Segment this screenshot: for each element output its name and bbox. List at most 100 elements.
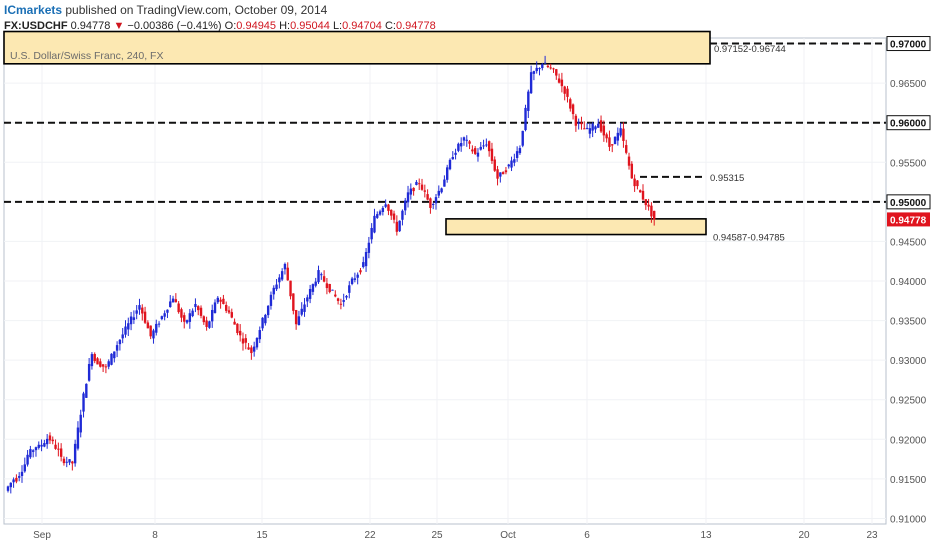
candle-body (339, 303, 343, 305)
candle-body (269, 294, 273, 306)
candle-body (166, 309, 169, 313)
candle-body (294, 310, 298, 325)
candle-body (465, 139, 468, 141)
candle-body (320, 274, 323, 276)
candle-body (367, 242, 371, 253)
candle-body (107, 361, 110, 367)
candle-body (23, 464, 26, 472)
candle-body (328, 283, 331, 293)
candle-body (127, 323, 130, 330)
zone-box (445, 218, 707, 236)
candle-body (473, 148, 477, 154)
candle-body (571, 104, 575, 115)
candle-body (468, 141, 471, 144)
time-axis[interactable]: Sep 8 15 22 25 Oct 6 13 20 23 (33, 530, 878, 541)
candle-body (560, 79, 564, 87)
candle-body (493, 159, 496, 171)
candle-body (174, 299, 178, 303)
candle-body (611, 144, 614, 146)
candle-body (275, 284, 278, 290)
candle-body (569, 99, 572, 109)
candle-body (286, 267, 289, 281)
candle-body (261, 317, 264, 329)
candle-body (99, 361, 102, 367)
candle-body (222, 298, 225, 305)
price-axis[interactable]: 0.97000 0.96500 0.96000 0.95500 0.95000 0.945… (886, 36, 931, 526)
candle-body (527, 91, 530, 111)
candle-body (149, 325, 152, 337)
candle-body (194, 303, 197, 308)
candle-body (412, 187, 415, 192)
candle-body (529, 72, 533, 94)
candle-body (90, 354, 94, 367)
candle-body (345, 295, 348, 298)
candle-body (580, 122, 583, 125)
time-tick-label: 8 (152, 530, 158, 541)
candle-body (434, 197, 438, 204)
candle-body (124, 326, 127, 335)
candle-body (521, 130, 524, 146)
candle-body (457, 143, 460, 151)
grid (4, 38, 886, 524)
candle-body (356, 274, 359, 278)
candle-body (205, 320, 208, 327)
candle-body (644, 199, 648, 206)
candle-body (350, 278, 354, 284)
candle-body (183, 315, 186, 322)
candle-body (266, 305, 270, 316)
level-badge (886, 36, 931, 52)
high-label: H: (279, 20, 291, 32)
change-arrow-icon: ▼ (113, 20, 125, 32)
last-price-badge (887, 212, 930, 227)
candle-body (532, 71, 536, 74)
price-tick-label: 0.93000 (890, 356, 927, 367)
candle-body (515, 151, 519, 158)
candle-body (325, 283, 329, 289)
candle-body (415, 181, 418, 185)
candle-body (71, 461, 74, 464)
symbol-header: FX:USDCHF 0.94778 ▼ −0.00386 (−0.41%) O:… (4, 20, 436, 32)
candle-body (353, 278, 357, 280)
candle-body (616, 132, 620, 141)
candle-body (115, 345, 119, 351)
candle-body (605, 134, 608, 139)
candle-body (496, 169, 499, 179)
candle-body (177, 303, 180, 313)
candle-body (264, 314, 267, 324)
candle-body (238, 330, 242, 336)
candle-body (507, 164, 510, 167)
candle-body (510, 160, 513, 168)
candle-body (445, 167, 449, 180)
candle-body (639, 190, 642, 193)
level-badge (886, 194, 931, 210)
candle-body (278, 277, 281, 283)
candle-body (31, 450, 35, 452)
candle-body (373, 215, 376, 233)
level-badge-label: 0.96000 (890, 119, 927, 130)
candle-body (647, 204, 650, 207)
candle-body (641, 190, 645, 200)
candle-body (426, 194, 429, 200)
symbol-name[interactable]: FX:USDCHF (4, 20, 68, 32)
candle-body (129, 316, 133, 325)
level-badge-label: 0.97000 (890, 40, 927, 51)
candle-body (96, 358, 99, 365)
candle-body (552, 68, 555, 70)
low-label: L: (332, 20, 343, 32)
price-tick-label: 0.94500 (890, 237, 927, 248)
candle-body (376, 214, 379, 218)
candle-body (224, 304, 228, 311)
candle-body (43, 443, 46, 447)
candle-body (258, 330, 261, 340)
candle-body (518, 148, 522, 154)
candle-body (451, 156, 454, 160)
brand-name[interactable]: ICmarkets (4, 3, 63, 17)
candle-body (392, 213, 396, 220)
candle-body (599, 120, 603, 132)
candle-body (54, 444, 57, 449)
candle-body (322, 276, 326, 282)
candle-body (342, 300, 345, 302)
candle-body (420, 184, 424, 190)
candle-body (406, 192, 410, 203)
